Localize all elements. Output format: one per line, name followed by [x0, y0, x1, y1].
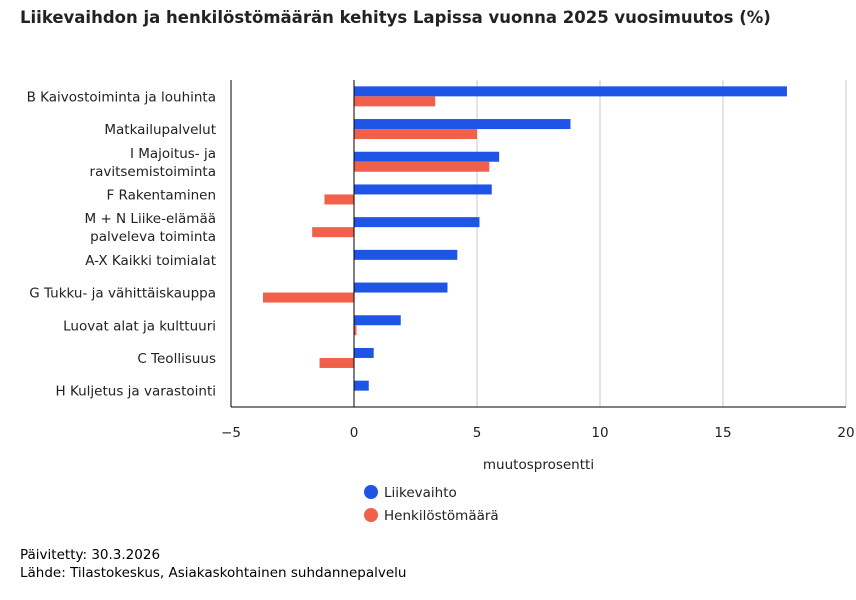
chart-footer: Päivitetty: 30.3.2026 Lähde: Tilastokesk… — [20, 546, 406, 582]
x-axis-label: muutosprosentti — [483, 457, 594, 473]
bar-henkilostomaara — [262, 292, 354, 303]
legend-marker — [364, 485, 378, 499]
category-label: F Rakentaminen — [107, 187, 217, 203]
category-label: I Majoitus- ja — [130, 146, 216, 162]
category-label: A-X Kaikki toimialat — [85, 253, 216, 269]
category-label: M + N Liike-elämää — [85, 211, 217, 227]
bar-liikevaihto — [354, 119, 571, 130]
category-label: C Teollisuus — [137, 351, 216, 367]
category-label: Luovat alat ja kulttuuri — [63, 318, 216, 334]
bar-liikevaihto — [354, 249, 458, 260]
category-label: palveleva toiminta — [90, 229, 216, 245]
bar-liikevaihto — [354, 282, 448, 293]
bar-henkilostomaara — [354, 129, 477, 140]
x-tick-label: 15 — [714, 425, 731, 441]
bar-liikevaihto — [354, 86, 787, 97]
source-text: Lähde: Tilastokeskus, Asiakaskohtainen s… — [20, 565, 407, 581]
bar-liikevaihto — [354, 184, 492, 195]
bar-henkilostomaara — [324, 194, 354, 205]
x-tick-label: 5 — [473, 425, 482, 441]
category-label: H Kuljetus ja varastointi — [56, 384, 217, 400]
bar-liikevaihto — [354, 315, 401, 326]
bar-henkilostomaara — [354, 325, 357, 336]
updated-text: Päivitetty: 30.3.2026 — [20, 547, 161, 563]
x-tick-label: 20 — [837, 425, 854, 441]
bar-liikevaihto — [354, 217, 480, 228]
bar-henkilostomaara — [319, 357, 354, 368]
x-tick-label: −5 — [221, 425, 241, 441]
bar-chart: B Kaivostoiminta ja louhinta Matkailupalv… — [27, 80, 855, 524]
bar-henkilostomaara — [354, 161, 490, 172]
category-label: ravitsemistoiminta — [90, 164, 216, 180]
bar-henkilostomaara — [354, 96, 436, 107]
bar-liikevaihto — [354, 151, 500, 162]
legend-label: Liikevaihto — [384, 485, 457, 501]
bar-henkilostomaara — [312, 227, 354, 238]
category-label: Matkailupalvelut — [104, 122, 216, 138]
category-label: B Kaivostoiminta ja louhinta — [27, 89, 216, 105]
legend-marker — [364, 508, 378, 522]
x-tick-label: 10 — [591, 425, 608, 441]
legend-label: Henkilöstömäärä — [384, 508, 499, 524]
x-tick-label: 0 — [350, 425, 359, 441]
bar-liikevaihto — [354, 347, 374, 358]
category-label: G Tukku- ja vähittäiskauppa — [29, 286, 216, 302]
chart-title: Liikevaihdon ja henkilöstömäärän kehitys… — [20, 8, 771, 27]
bar-liikevaihto — [354, 380, 369, 391]
